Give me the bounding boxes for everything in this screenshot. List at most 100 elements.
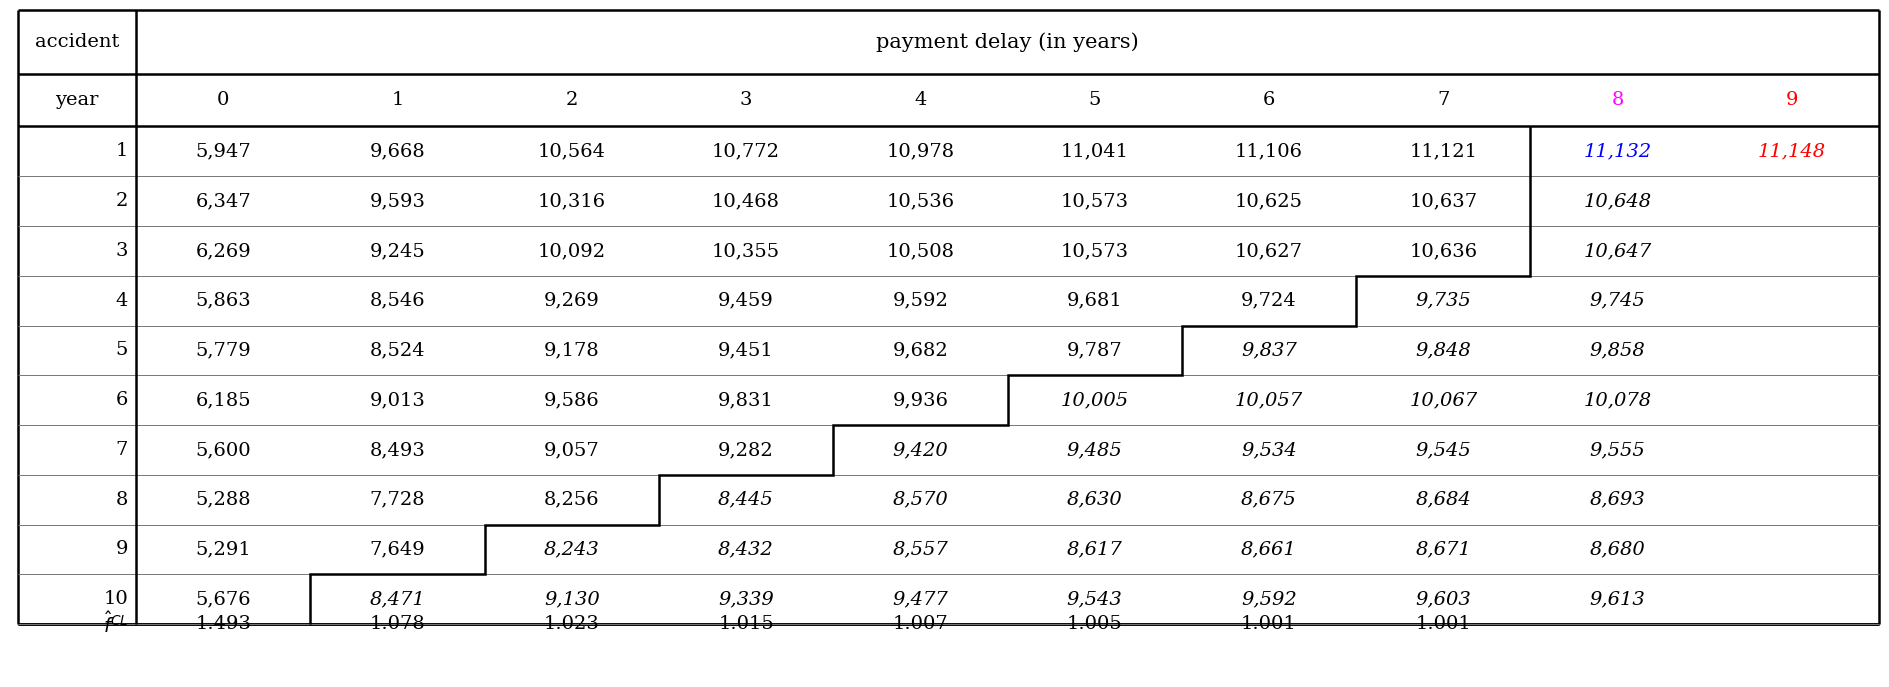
Text: 9,057: 9,057 [544, 441, 599, 459]
Text: 5: 5 [115, 341, 128, 359]
Text: 6,269: 6,269 [195, 242, 251, 260]
Text: 1.078: 1.078 [370, 615, 425, 633]
Text: 8,557: 8,557 [892, 541, 948, 559]
Text: 9,936: 9,936 [892, 391, 948, 409]
Text: 9,485: 9,485 [1067, 441, 1122, 459]
Text: 8,243: 8,243 [544, 541, 599, 559]
Text: 10,536: 10,536 [886, 192, 954, 210]
Text: 10,627: 10,627 [1235, 242, 1303, 260]
Text: 10,355: 10,355 [712, 242, 780, 260]
Text: 10,636: 10,636 [1409, 242, 1477, 260]
Text: 8,630: 8,630 [1067, 491, 1122, 508]
Text: 9,745: 9,745 [1591, 291, 1645, 310]
Text: 8,671: 8,671 [1415, 541, 1472, 559]
Text: 9,724: 9,724 [1241, 291, 1298, 310]
Text: 8,675: 8,675 [1241, 491, 1298, 508]
Text: 9,682: 9,682 [892, 341, 948, 359]
Text: 11,121: 11,121 [1409, 142, 1477, 160]
Text: 8,493: 8,493 [370, 441, 425, 459]
Text: 10,573: 10,573 [1060, 192, 1130, 210]
Text: 1: 1 [391, 91, 404, 109]
Text: 1.005: 1.005 [1067, 615, 1122, 633]
Text: 5,947: 5,947 [195, 142, 251, 160]
Text: 9,245: 9,245 [370, 242, 425, 260]
Text: 8,661: 8,661 [1241, 541, 1298, 559]
Text: 11,106: 11,106 [1235, 142, 1303, 160]
Text: 10,647: 10,647 [1583, 242, 1651, 260]
Text: 5: 5 [1088, 91, 1101, 109]
Text: 9,420: 9,420 [892, 441, 948, 459]
Text: 5,676: 5,676 [195, 590, 251, 608]
Text: 7: 7 [1438, 91, 1449, 109]
Text: 9,459: 9,459 [718, 291, 774, 310]
Text: 10,057: 10,057 [1235, 391, 1303, 409]
Text: 9,178: 9,178 [544, 341, 599, 359]
Text: 5,779: 5,779 [195, 341, 251, 359]
Text: 6,185: 6,185 [195, 391, 251, 409]
Text: 10,005: 10,005 [1060, 391, 1130, 409]
Text: 8,445: 8,445 [718, 491, 774, 508]
Text: 9,592: 9,592 [892, 291, 948, 310]
Text: payment delay (in years): payment delay (in years) [876, 32, 1139, 52]
Text: 7,728: 7,728 [370, 491, 425, 508]
Text: year: year [55, 91, 98, 109]
Text: 9,858: 9,858 [1591, 341, 1645, 359]
Text: 9,543: 9,543 [1067, 590, 1122, 608]
Text: 9,451: 9,451 [718, 341, 774, 359]
Text: 8: 8 [1611, 91, 1625, 109]
Text: 5,600: 5,600 [195, 441, 251, 459]
Text: 0: 0 [217, 91, 229, 109]
Text: 9,555: 9,555 [1591, 441, 1645, 459]
Text: 9,545: 9,545 [1415, 441, 1472, 459]
Text: 2: 2 [565, 91, 578, 109]
Text: 7: 7 [115, 441, 128, 459]
Text: 9,735: 9,735 [1415, 291, 1472, 310]
Text: 8,617: 8,617 [1067, 541, 1122, 559]
Text: 10,468: 10,468 [712, 192, 780, 210]
Text: 10,508: 10,508 [886, 242, 954, 260]
Text: 8,471: 8,471 [370, 590, 425, 608]
Text: accident: accident [34, 33, 119, 51]
Text: 8,256: 8,256 [544, 491, 599, 508]
Text: 9,269: 9,269 [544, 291, 599, 310]
Text: 11,132: 11,132 [1583, 142, 1651, 160]
Text: 9,831: 9,831 [718, 391, 774, 409]
Text: 11,041: 11,041 [1060, 142, 1128, 160]
Text: 8: 8 [115, 491, 128, 508]
Text: 6: 6 [1262, 91, 1275, 109]
Text: 8,432: 8,432 [718, 541, 774, 559]
Text: 9,848: 9,848 [1415, 341, 1472, 359]
Text: 1.007: 1.007 [892, 615, 948, 633]
Text: 6,347: 6,347 [195, 192, 251, 210]
Text: 8,570: 8,570 [892, 491, 948, 508]
Text: 5,288: 5,288 [195, 491, 251, 508]
Text: 10,564: 10,564 [538, 142, 606, 160]
Text: 9,613: 9,613 [1591, 590, 1645, 608]
Text: $\hat{f}^{CL}$: $\hat{f}^{CL}$ [102, 611, 128, 637]
Text: 4: 4 [115, 291, 128, 310]
Text: 10,573: 10,573 [1060, 242, 1130, 260]
Text: 10,648: 10,648 [1583, 192, 1651, 210]
Text: 10,078: 10,078 [1583, 391, 1651, 409]
Text: 5,863: 5,863 [195, 291, 251, 310]
Text: 9,681: 9,681 [1067, 291, 1122, 310]
Text: 1: 1 [115, 142, 128, 160]
Text: 9,586: 9,586 [544, 391, 599, 409]
Text: 4: 4 [914, 91, 926, 109]
Text: 7,649: 7,649 [370, 541, 425, 559]
Text: 9,130: 9,130 [544, 590, 599, 608]
Text: 9: 9 [1785, 91, 1798, 109]
Text: 9,534: 9,534 [1241, 441, 1298, 459]
Text: 10,978: 10,978 [886, 142, 954, 160]
Text: 10,067: 10,067 [1409, 391, 1477, 409]
Text: 3: 3 [115, 242, 128, 260]
Text: 10,625: 10,625 [1235, 192, 1303, 210]
Text: 1.493: 1.493 [195, 615, 251, 633]
Text: 9,282: 9,282 [718, 441, 774, 459]
Text: 9,592: 9,592 [1241, 590, 1298, 608]
Text: 9,668: 9,668 [370, 142, 425, 160]
Text: 9: 9 [115, 541, 128, 559]
Text: 8,693: 8,693 [1591, 491, 1645, 508]
Text: 10,092: 10,092 [538, 242, 606, 260]
Text: 9,787: 9,787 [1067, 341, 1122, 359]
